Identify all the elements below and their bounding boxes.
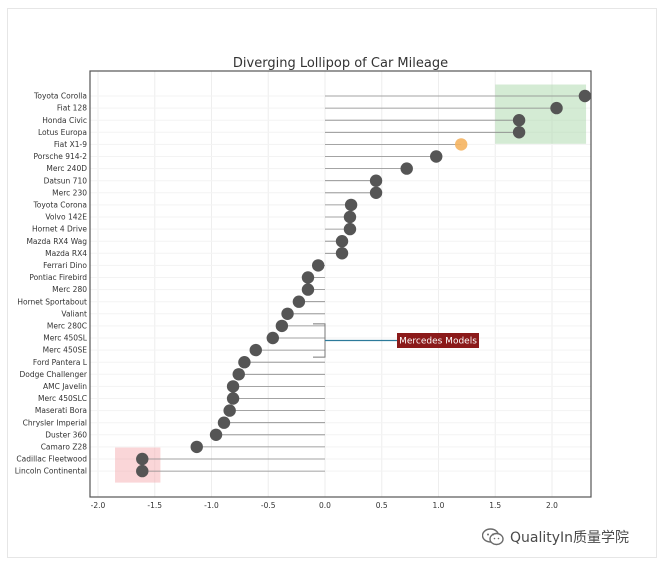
- y-tick-label-29: Camaro Z28: [41, 443, 88, 452]
- y-tick-labels: Toyota Corolla Fiat 128 Honda Civic Lotus E…: [15, 92, 88, 476]
- x-tick-label-7: 1.5: [489, 501, 501, 510]
- y-tick-label-0: Toyota Corolla: [33, 92, 87, 101]
- y-tick-label-21: Merc 450SE: [43, 346, 88, 355]
- dot-29: [190, 440, 203, 454]
- y-tick-label-9: Toyota Corona: [32, 201, 87, 210]
- y-tick-label-17: Hornet Sportabout: [17, 297, 87, 306]
- dot-1: [550, 101, 563, 115]
- x-tick-label-5: 0.5: [376, 501, 388, 510]
- dot-17: [292, 295, 306, 308]
- y-tick-label-18: Valiant: [61, 309, 87, 318]
- y-tick-label-30: Cadillac Fleetwood: [16, 455, 87, 464]
- y-tick-label-25: Merc 450SLC: [38, 394, 87, 403]
- dot-18: [281, 307, 294, 320]
- dot-26: [223, 404, 236, 417]
- y-tick-label-26: Maserati Bora: [35, 406, 87, 415]
- x-tick-label-6: 1.0: [433, 501, 445, 510]
- y-tick-label-16: Merc 280: [52, 285, 87, 294]
- y-tick-label-13: Mazda RX4: [45, 249, 87, 258]
- highlight-band-1: [115, 447, 161, 483]
- chart-frame: [7, 8, 657, 558]
- dot-3: [512, 126, 526, 139]
- annotation-box: [397, 333, 479, 348]
- dot-7: [369, 174, 383, 187]
- dot-6: [400, 162, 413, 175]
- y-tick-label-11: Hornet 4 Drive: [32, 225, 87, 234]
- dot-27: [217, 416, 231, 429]
- y-tick-label-3: Lotus Europa: [38, 128, 87, 137]
- y-tick-label-23: Dodge Challenger: [20, 370, 88, 379]
- y-tick-label-20: Merc 450SL: [43, 334, 88, 343]
- dot-15: [301, 271, 315, 284]
- dot-25: [226, 392, 240, 405]
- annotation-bracket: [313, 323, 326, 358]
- y-tick-label-27: Chrysler Imperial: [23, 418, 87, 427]
- y-tick-label-4: Fiat X1-9: [54, 140, 87, 149]
- x-tick-labels: -2.0 -1.5 -1.0 -0.5 0.0 0.5 1.0 1.5 2.0: [91, 501, 559, 510]
- dot-20: [266, 331, 279, 345]
- y-tick-label-12: Mazda RX4 Wag: [26, 237, 87, 246]
- y-tick-label-5: Porsche 914-2: [33, 152, 87, 161]
- watermark: QualityIn质量学院: [482, 527, 629, 547]
- wechat-icon: [482, 528, 504, 546]
- dot-28: [209, 428, 223, 441]
- dot-11: [343, 222, 357, 236]
- y-tick-label-31: Lincoln Continental: [15, 467, 87, 476]
- dot-16: [301, 283, 315, 296]
- annotation: Mercedes Models: [313, 323, 479, 358]
- y-tick-label-24: AMC Javelin: [43, 382, 87, 391]
- dot-30: [136, 452, 149, 466]
- dot-23: [232, 368, 245, 381]
- dot-0: [578, 89, 592, 103]
- x-tick-label-1: -1.5: [147, 501, 162, 510]
- dot-8: [369, 186, 383, 199]
- dot-4: [455, 138, 468, 151]
- dot-14: [311, 259, 325, 272]
- y-tick-label-2: Honda Civic: [42, 116, 87, 125]
- x-tick-label-2: -1.0: [204, 501, 219, 510]
- y-tick-label-8: Merc 230: [52, 188, 87, 197]
- y-tick-label-22: Ford Pantera L: [33, 358, 88, 367]
- dot-10: [343, 210, 357, 224]
- dot-2: [512, 114, 526, 127]
- annotation-label: Mercedes Models: [399, 337, 477, 347]
- x-tick-label-8: 2.0: [546, 501, 558, 510]
- x-tick-label-4: 0.0: [319, 501, 331, 510]
- dot-24: [226, 380, 240, 393]
- dot-5: [430, 150, 443, 163]
- dot-31: [136, 464, 149, 478]
- y-tick-label-14: Ferrari Dino: [43, 261, 87, 270]
- x-tick-label-3: -0.5: [261, 501, 276, 510]
- x-tick-label-0: -2.0: [91, 501, 106, 510]
- highlight-band-0: [495, 84, 587, 144]
- y-tick-label-10: Volvo 142E: [45, 213, 87, 222]
- dot-22: [238, 356, 251, 369]
- dot-19: [275, 319, 289, 333]
- dot-9: [344, 198, 358, 212]
- highlight-bands: [115, 84, 587, 483]
- dot-12: [335, 235, 349, 248]
- stems: [142, 95, 585, 472]
- dot-13: [335, 247, 349, 260]
- y-tick-label-15: Pontiac Firebird: [29, 273, 87, 282]
- y-tick-label-7: Datsun 710: [44, 176, 88, 185]
- dot-21: [249, 343, 262, 357]
- plot-border: [89, 70, 592, 498]
- y-tick-label-1: Fiat 128: [57, 104, 87, 113]
- watermark-text: QualityIn质量学院: [510, 530, 630, 546]
- y-tick-label-28: Duster 360: [45, 430, 87, 439]
- chart-title: Diverging Lollipop of Car Mileage: [233, 56, 448, 71]
- y-tick-label-6: Merc 240D: [46, 164, 87, 173]
- dots: [136, 89, 592, 478]
- y-tick-label-19: Merc 280C: [47, 322, 87, 331]
